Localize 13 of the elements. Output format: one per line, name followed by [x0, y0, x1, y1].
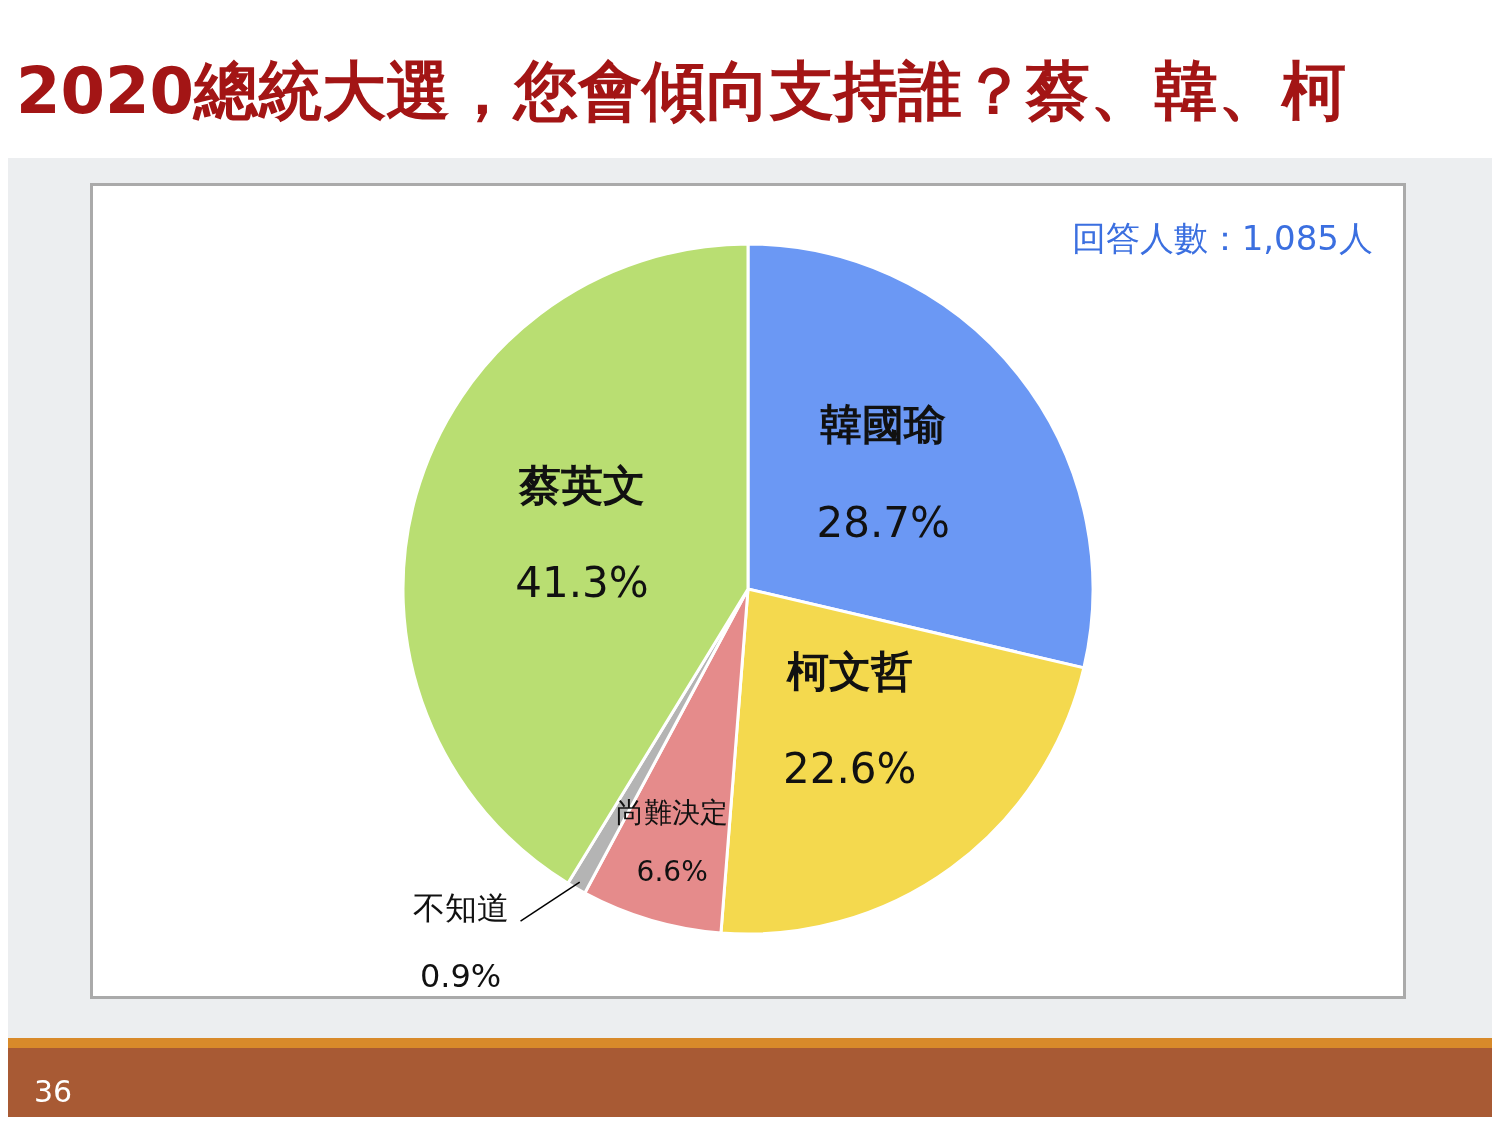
- data-label: 6.6%: [636, 854, 708, 888]
- text: 回答人數：1,085人: [1071, 217, 1373, 260]
- data-label: 22.6%: [783, 744, 917, 794]
- text: 36: [34, 1074, 73, 1109]
- slice-label: 不知道: [412, 889, 509, 928]
- chart-title: 2020總統大選，您會傾向支持誰？蔡、韓、柯: [16, 53, 1347, 130]
- slice-label: 柯文哲: [785, 646, 913, 696]
- data-label: 0.9%: [419, 957, 502, 996]
- slice-label: 蔡英文: [517, 460, 645, 510]
- data-label: 28.7%: [816, 497, 950, 547]
- slice-label: 尚難決定: [616, 796, 729, 830]
- slice-label: 韓國瑜: [820, 400, 947, 450]
- data-label: 41.3%: [515, 558, 649, 608]
